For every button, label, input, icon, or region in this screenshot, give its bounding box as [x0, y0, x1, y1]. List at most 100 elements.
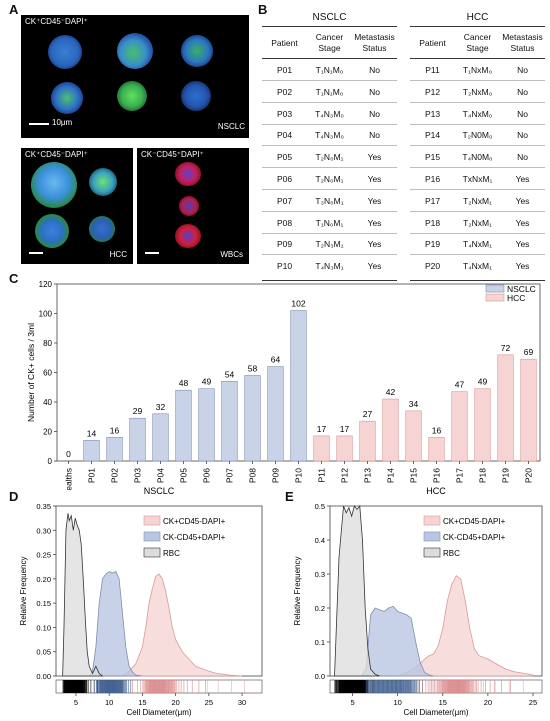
bar: [175, 389, 192, 462]
nsclc-header-1-line-1: Stage: [318, 43, 341, 53]
nsclc-row-divider-1: [262, 101, 397, 103]
hcc-density-legend-label-2: RBC: [443, 549, 460, 558]
nsclc-cell-1-1: T₁N₁M₀: [315, 86, 344, 97]
hcc-cell-7-1: T₂NxM₁: [463, 217, 492, 228]
hcc-header-2-line-1: Status: [510, 43, 535, 53]
nsclc-density-series-1: [88, 571, 143, 677]
y-tick-label: 40: [43, 398, 52, 407]
nsclc-density-x-tick-label: 30: [238, 698, 246, 707]
nsclc-density-y-tick-label: 0.25: [36, 551, 51, 560]
bar-value-label: 54: [225, 369, 235, 379]
hcc-density-y-tick-label: 0.0: [315, 672, 325, 681]
x-tick-label: P05: [179, 468, 189, 483]
hcc-cell-1-2: No: [517, 86, 528, 97]
bar-value-label: 14: [87, 428, 97, 438]
hcc-cell-6-1: T₂NxM₁: [463, 195, 492, 206]
micrograph-nsclc-label: CK⁺CD45⁻DAPI⁺: [25, 17, 88, 26]
micrograph-hcc: CK⁺CD45⁻DAPI⁺ HCC: [21, 148, 133, 264]
micrograph-wbc-sublabel: WBCs: [220, 250, 243, 259]
bar: [382, 398, 399, 462]
x-tick-label: P15: [409, 468, 419, 483]
hcc-density-legend-swatch-2: [423, 547, 441, 558]
nsclc-density-y-tick-label: 0.20: [36, 575, 51, 584]
nsclc-cell-8-0: P09: [276, 239, 293, 250]
hcc-header-1: Cancer Stage: [455, 32, 500, 54]
x-tick-label: P14: [386, 468, 396, 483]
nsclc-rule-top: [262, 26, 397, 27]
nsclc-density-x-axis-label: Cell Diameter(μm): [126, 708, 191, 717]
hcc-row-divider-4: [410, 167, 545, 169]
scale-bar-wbc: [145, 252, 159, 254]
nsclc-row-divider-2: [262, 123, 397, 125]
nsclc-density-legend-swatch-1: [143, 531, 161, 542]
micrograph-nsclc: CK⁺CD45⁻DAPI⁺ 10μm NSCLC: [21, 15, 249, 138]
hcc-density-legend-swatch-0: [423, 515, 441, 526]
x-tick-label: P03: [133, 468, 143, 483]
bar-value-label: 16: [110, 425, 120, 435]
nsclc-cell-9-1: T₄N₃M₁: [315, 261, 344, 272]
cell-nucleus-2: [117, 33, 153, 69]
hcc-cell-3-0: P14: [424, 130, 441, 141]
nsclc-title: NSCLC: [312, 12, 347, 23]
x-tick-label: P04: [156, 468, 166, 483]
hcc-cell-6-2: Yes: [515, 195, 530, 206]
x-tick-label: P09: [271, 468, 281, 483]
y-tick-label: 100: [39, 310, 53, 319]
hcc-cell-0-1: T₁NxM₀: [462, 65, 493, 75]
nsclc-cell-3-0: P04: [276, 130, 293, 141]
nsclc-density-x-tick-label: 15: [138, 698, 146, 707]
hcc-cell-5-1: TxNxM₁: [462, 174, 493, 184]
micrograph-nsclc-sublabel: NSCLC: [217, 122, 245, 131]
hcc-cell-2-2: No: [517, 108, 528, 119]
hcc-header-0-line-0: Patient: [419, 38, 446, 48]
x-tick-label: P07: [225, 468, 235, 483]
nsclc-density-legend-swatch-2: [143, 547, 161, 558]
y-tick-label: 60: [43, 369, 52, 378]
hcc-cell-2-0: P13: [424, 108, 441, 119]
cell-nucleus-4: [51, 82, 83, 114]
scale-bar-label: 10μm: [52, 118, 73, 127]
nsclc-row-divider-5: [262, 189, 397, 190]
nsclc-cell-8-1: T₂N₃M₁: [315, 239, 344, 250]
nsclc-cell-1-0: P02: [276, 86, 293, 97]
panel-letter-a: A: [9, 2, 19, 17]
nsclc-cell-0-1: T₁N₁M₀: [315, 65, 344, 75]
bar-value-label: 27: [363, 409, 373, 419]
micrograph-wbc-label: CK⁻CD45⁺DAPI⁺: [141, 150, 204, 159]
nsclc-cell-9-2: Yes: [367, 261, 382, 272]
nsclc-rule-header: [262, 58, 397, 59]
chart-nsclc-diameter: NSCLC 0.00 0.05 0.10 0.15 0.20 0.25 0.30 0.35 Rel…: [19, 486, 263, 717]
nsclc-row-divider-4: [262, 167, 397, 169]
x-tick-label: P20: [524, 468, 534, 483]
hcc-cell-1-1: T₂NxM₀: [462, 86, 493, 97]
cell-nucleus-11: [175, 162, 201, 186]
bar-value-label: 72: [501, 343, 511, 353]
bar-value-label: 48: [179, 378, 189, 388]
hcc-cell-0-0: P11: [425, 65, 440, 75]
nsclc-header-2-line-1: Status: [362, 43, 387, 53]
cell-nucleus-6: [181, 81, 211, 111]
micrograph-hcc-sublabel: HCC: [109, 250, 127, 259]
bar-value-label: 34: [409, 399, 419, 409]
nsclc-cell-7-1: T₁N₀M₁: [315, 217, 344, 228]
bar: [106, 437, 123, 462]
nsclc-density-y-tick-label: 0.10: [36, 623, 51, 632]
nsclc-row-divider-6: [262, 210, 397, 212]
hcc-row-divider-6: [410, 210, 545, 212]
y-tick-label: 20: [43, 428, 52, 437]
bar-value-label: 102: [291, 299, 305, 309]
hcc-cell-8-2: Yes: [515, 239, 530, 250]
nsclc-row-divider-0: [262, 80, 397, 81]
panel-letter-c: C: [9, 271, 19, 286]
legend-swatch-hcc: [485, 293, 505, 302]
hcc-header-2: Metastasis Status: [500, 32, 545, 54]
bar-value-label: 47: [455, 380, 465, 390]
x-tick-label: P08: [248, 468, 258, 483]
hcc-density-y-tick-label: 0.4: [315, 536, 325, 545]
hcc-density-legend-label-1: CK-CD45+DAPI+: [443, 533, 506, 542]
legend-label-nsclc: NSCLC: [507, 284, 536, 294]
hcc-cell-8-0: P19: [424, 239, 441, 250]
cell-nucleus-8: [89, 168, 117, 196]
bar: [290, 310, 307, 462]
hcc-cell-2-1: T₄NxM₀: [462, 108, 493, 119]
